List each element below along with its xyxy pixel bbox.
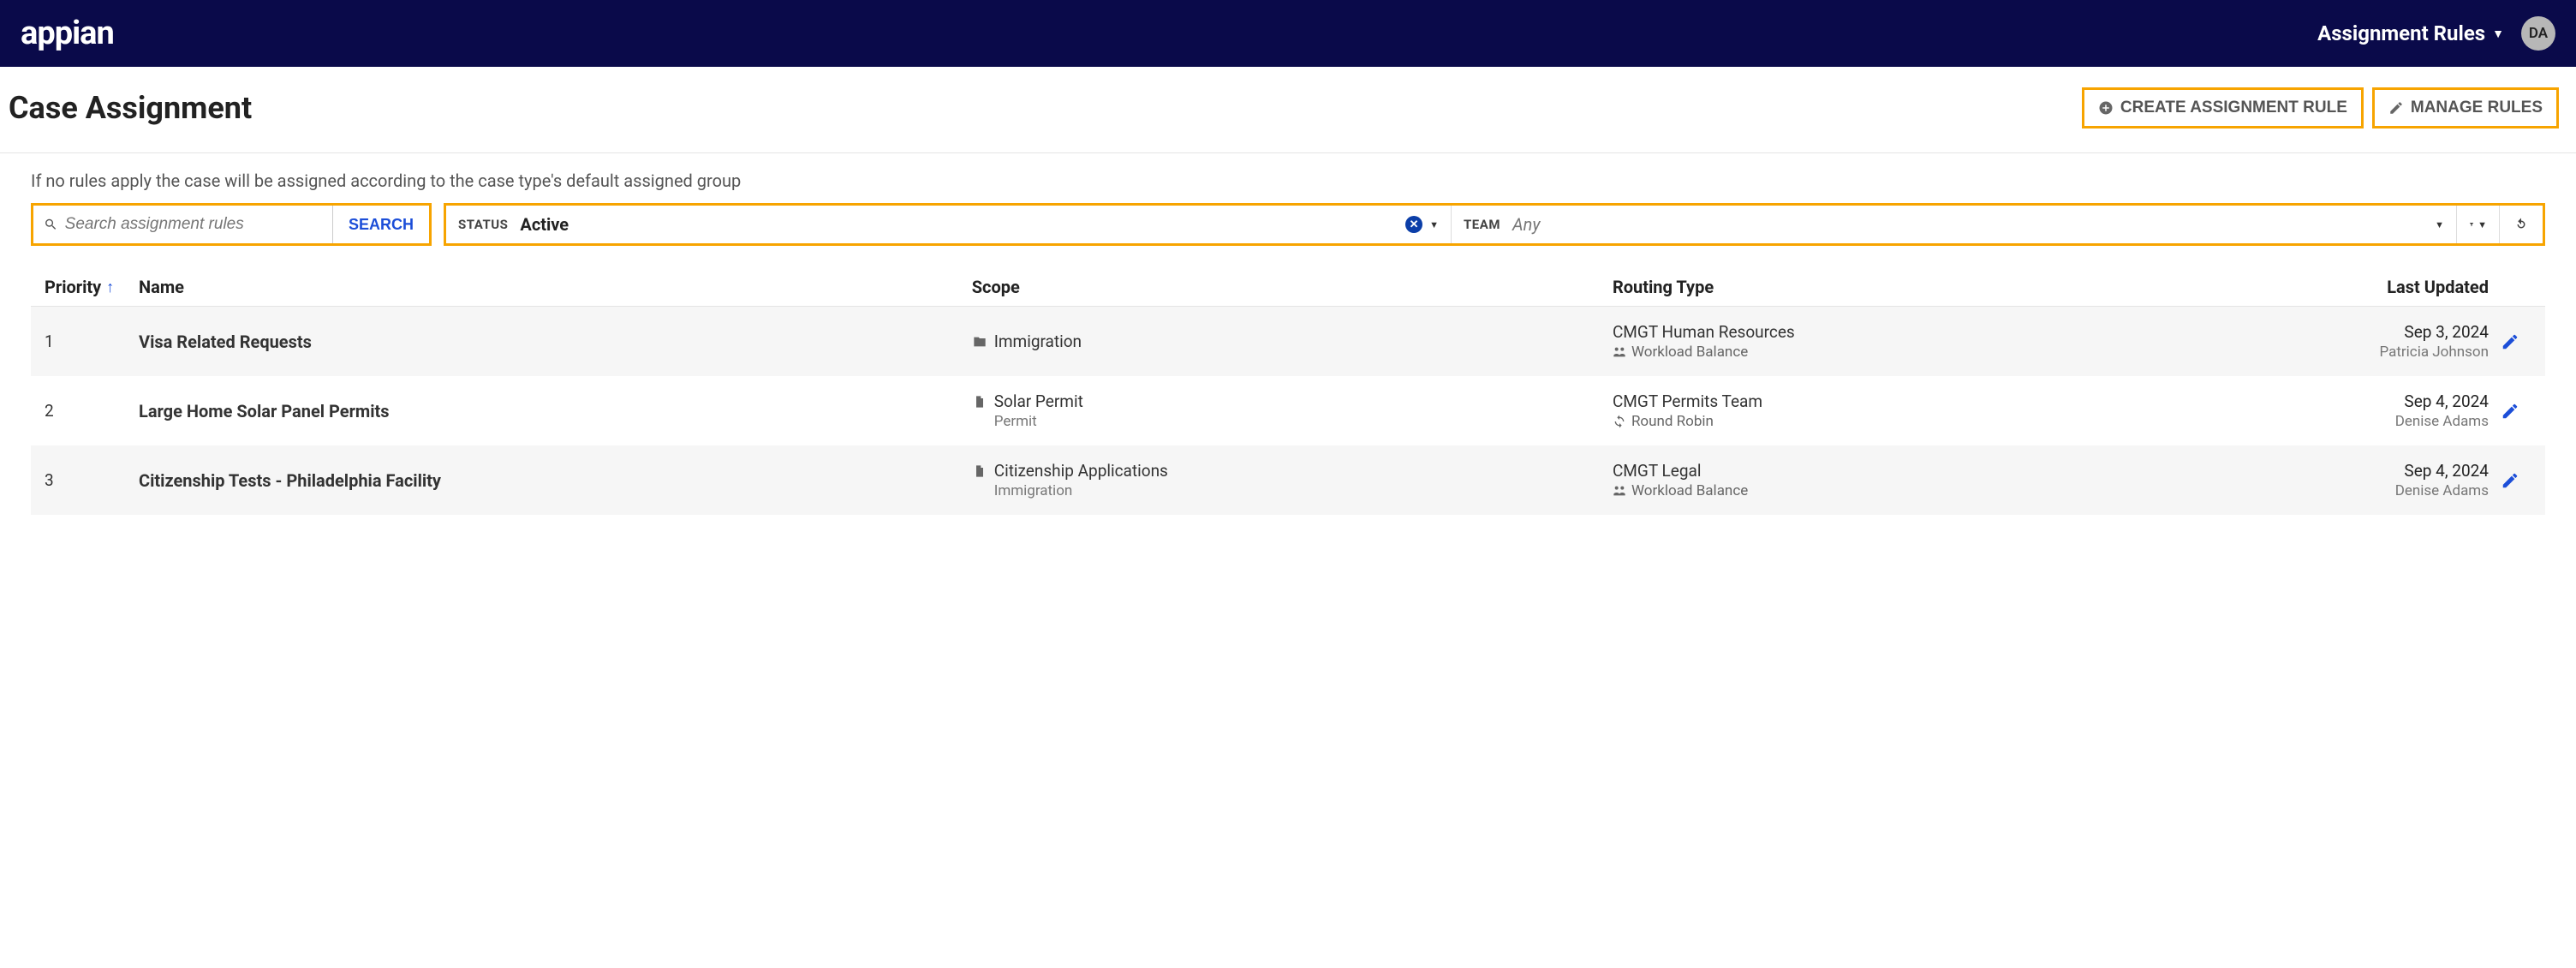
team-value: Any bbox=[1512, 214, 2435, 235]
table-row: 1Visa Related Requests Immigration CMGT Hu… bbox=[31, 307, 2545, 376]
funnel-icon bbox=[2469, 217, 2474, 232]
search-wrap: SEARCH bbox=[31, 203, 432, 246]
routing-text: CMGT Legal bbox=[1613, 461, 2317, 481]
topbar-right: Assignment Rules ▼ DA bbox=[2317, 16, 2555, 51]
col-scope[interactable]: Scope bbox=[972, 277, 1613, 297]
cell-priority: 3 bbox=[45, 470, 139, 490]
col-routing[interactable]: Routing Type bbox=[1613, 277, 2317, 297]
edit-row-button[interactable] bbox=[2489, 332, 2531, 351]
rules-table: Priority ↑ Name Scope Routing Type Last … bbox=[31, 268, 2545, 515]
filter-group: STATUS Active ✕ ▼ TEAM Any ▼ ▼ bbox=[444, 203, 2545, 246]
nav-dropdown[interactable]: Assignment Rules ▼ bbox=[2317, 21, 2504, 45]
status-label: STATUS bbox=[458, 217, 508, 232]
status-value: Active bbox=[520, 214, 1405, 235]
cell-updated: Sep 4, 2024Denise Adams bbox=[2317, 461, 2489, 499]
content: If no rules apply the case will be assig… bbox=[0, 153, 2576, 532]
edit-row-icon bbox=[2501, 332, 2519, 351]
sort-asc-icon: ↑ bbox=[106, 278, 114, 296]
routing-text: CMGT Human Resources bbox=[1613, 322, 2317, 342]
logo: appian bbox=[21, 15, 114, 52]
routing-sub-text: Workload Balance bbox=[1631, 344, 1748, 361]
edit-row-icon bbox=[2501, 471, 2519, 490]
cell-priority: 2 bbox=[45, 401, 139, 421]
folder-icon bbox=[972, 335, 987, 349]
updated-date: Sep 3, 2024 bbox=[2317, 322, 2489, 342]
cell-scope: Solar Permit Permit bbox=[972, 391, 1613, 430]
cell-routing: CMGT Human Resources Workload Balance bbox=[1613, 322, 2317, 361]
updated-date: Sep 4, 2024 bbox=[2317, 461, 2489, 481]
table-row: 2Large Home Solar Panel PermitsSolar Per… bbox=[31, 376, 2545, 445]
cell-updated: Sep 3, 2024 Patricia Johnson bbox=[2317, 322, 2489, 361]
page-header: Case Assignment CREATE ASSIGNMENT RULE M… bbox=[0, 67, 2576, 153]
team-label: TEAM bbox=[1464, 217, 1500, 232]
manage-button-label: MANAGE RULES bbox=[2411, 99, 2543, 117]
routing-sub-text: Round Robin bbox=[1631, 413, 1714, 430]
routing-sub-text: Workload Balance bbox=[1631, 482, 1748, 499]
cell-name: Visa Related Requests bbox=[139, 332, 972, 352]
page-title: Case Assignment bbox=[9, 90, 252, 126]
refresh-button[interactable] bbox=[2500, 206, 2543, 243]
create-button-label: CREATE ASSIGNMENT RULE bbox=[2120, 99, 2347, 117]
table-body: 1Visa Related Requests Immigration CMGT Hu… bbox=[31, 307, 2545, 515]
cell-name: Large Home Solar Panel Permits bbox=[139, 401, 972, 421]
hint-text: If no rules apply the case will be assig… bbox=[31, 170, 2545, 191]
filter-button[interactable]: ▼ bbox=[2457, 206, 2500, 243]
file-icon bbox=[972, 395, 987, 409]
routing-text: CMGT Permits Team bbox=[1613, 391, 2317, 411]
status-filter[interactable]: STATUS Active ✕ ▼ bbox=[446, 206, 1452, 243]
cell-scope: Immigration bbox=[972, 332, 1613, 351]
scope-text: Solar Permit bbox=[994, 391, 1083, 411]
filter-row: SEARCH STATUS Active ✕ ▼ TEAM Any ▼ ▼ bbox=[31, 203, 2545, 246]
balance-icon bbox=[1613, 484, 1626, 498]
cycle-icon bbox=[1613, 415, 1626, 428]
edit-row-icon bbox=[2501, 402, 2519, 421]
clear-status-icon[interactable]: ✕ bbox=[1405, 216, 1422, 233]
team-filter[interactable]: TEAM Any ▼ bbox=[1452, 206, 2457, 243]
scope-text: Immigration bbox=[994, 332, 1082, 351]
manage-rules-button[interactable]: MANAGE RULES bbox=[2372, 87, 2559, 128]
cell-priority: 1 bbox=[45, 332, 139, 351]
cell-scope: Citizenship ApplicationsImmigration bbox=[972, 461, 1613, 499]
create-assignment-rule-button[interactable]: CREATE ASSIGNMENT RULE bbox=[2082, 87, 2364, 128]
col-name[interactable]: Name bbox=[139, 277, 972, 297]
scope-sub: Permit bbox=[994, 413, 1613, 430]
edit-row-button[interactable] bbox=[2489, 471, 2531, 490]
topbar: appian Assignment Rules ▼ DA bbox=[0, 0, 2576, 67]
col-updated[interactable]: Last Updated bbox=[2317, 277, 2489, 297]
table-row: 3Citizenship Tests - Philadelphia Facili… bbox=[31, 445, 2545, 515]
edit-row-button[interactable] bbox=[2489, 402, 2531, 421]
chevron-down-icon: ▼ bbox=[2478, 219, 2487, 230]
search-input[interactable] bbox=[65, 215, 322, 234]
chevron-down-icon: ▼ bbox=[1429, 219, 1439, 230]
cell-routing: CMGT Permits Team Round Robin bbox=[1613, 391, 2317, 430]
updated-by: Patricia Johnson bbox=[2317, 344, 2489, 361]
cell-updated: Sep 4, 2024 Denise Adams bbox=[2317, 391, 2489, 430]
cell-name: Citizenship Tests - Philadelphia Facilit… bbox=[139, 470, 972, 491]
table-header: Priority ↑ Name Scope Routing Type Last … bbox=[31, 268, 2545, 307]
plus-circle-icon bbox=[2098, 100, 2114, 116]
file-icon bbox=[972, 464, 987, 478]
scope-text: Citizenship Applications bbox=[994, 461, 1168, 481]
refresh-icon bbox=[2513, 217, 2529, 232]
chevron-down-icon: ▼ bbox=[2435, 219, 2444, 230]
updated-by: Denise Adams bbox=[2317, 482, 2489, 499]
scope-sub: Immigration bbox=[994, 482, 1613, 499]
chevron-down-icon: ▼ bbox=[2492, 27, 2504, 41]
avatar[interactable]: DA bbox=[2521, 16, 2555, 51]
nav-dropdown-label: Assignment Rules bbox=[2317, 21, 2485, 45]
edit-icon bbox=[2388, 100, 2404, 116]
updated-by: Denise Adams bbox=[2317, 413, 2489, 430]
search-button[interactable]: SEARCH bbox=[333, 206, 429, 243]
search-icon bbox=[44, 217, 58, 232]
avatar-initials: DA bbox=[2529, 25, 2548, 42]
search-input-wrap bbox=[33, 206, 333, 243]
updated-date: Sep 4, 2024 bbox=[2317, 391, 2489, 411]
header-actions: CREATE ASSIGNMENT RULE MANAGE RULES bbox=[2082, 87, 2559, 128]
col-priority-label: Priority bbox=[45, 277, 101, 297]
balance-icon bbox=[1613, 345, 1626, 359]
col-priority[interactable]: Priority ↑ bbox=[45, 277, 139, 297]
col-edit bbox=[2489, 277, 2531, 297]
cell-routing: CMGT LegalWorkload Balance bbox=[1613, 461, 2317, 499]
